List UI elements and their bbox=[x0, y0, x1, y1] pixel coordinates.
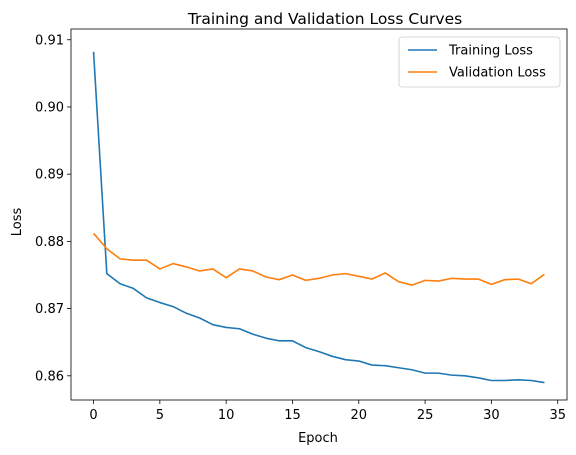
y-tick-label: 0.90 bbox=[35, 100, 64, 115]
series-line-validation bbox=[92, 232, 545, 286]
x-tick-label: 20 bbox=[351, 408, 368, 423]
y-tick-label: 0.91 bbox=[35, 33, 64, 48]
y-axis: 0.86 0.87 0.88 0.89 0.90 0.91 bbox=[35, 33, 71, 384]
legend-label: Training Loss bbox=[448, 44, 533, 59]
plot-frame bbox=[70, 28, 568, 401]
plot-area bbox=[92, 51, 545, 384]
legend-box bbox=[398, 36, 561, 88]
x-axis: 0 5 10 15 20 25 30 35 bbox=[89, 400, 566, 423]
y-tick-label: 0.86 bbox=[35, 369, 64, 384]
y-tick-label: 0.87 bbox=[35, 302, 64, 317]
legend: Training Loss Validation Loss bbox=[398, 36, 561, 88]
y-tick-label: 0.89 bbox=[35, 168, 64, 183]
series-line-training bbox=[92, 51, 545, 384]
x-tick-label: 10 bbox=[218, 408, 235, 423]
x-tick-label: 25 bbox=[417, 408, 434, 423]
x-tick-label: 30 bbox=[483, 408, 500, 423]
legend-label: Validation Loss bbox=[449, 66, 546, 81]
x-tick-label: 5 bbox=[156, 408, 164, 423]
y-tick-label: 0.88 bbox=[35, 235, 64, 250]
x-axis-label: Epoch bbox=[298, 431, 338, 446]
x-tick-label: 15 bbox=[284, 408, 301, 423]
x-tick-label: 35 bbox=[549, 408, 566, 423]
y-axis-label: Loss bbox=[10, 208, 25, 237]
chart-title: Training and Validation Loss Curves bbox=[187, 10, 462, 28]
x-tick-label: 0 bbox=[89, 408, 97, 423]
